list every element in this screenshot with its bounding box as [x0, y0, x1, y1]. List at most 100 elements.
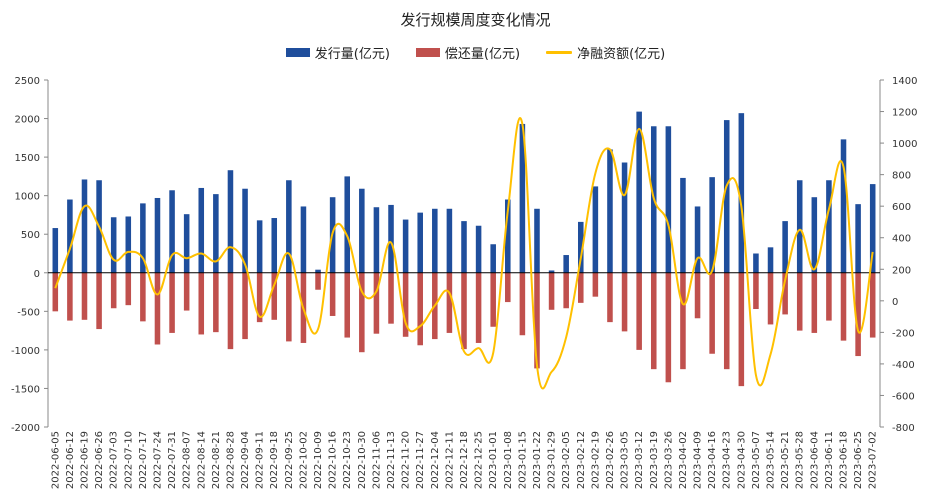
bar-repayment: [388, 272, 394, 324]
y-left-tick-label: -2000: [11, 423, 40, 434]
bar-issuance: [183, 214, 190, 273]
x-tick-label: 2022-08-21: [211, 431, 222, 489]
bar-repayment: [680, 272, 686, 370]
bar-issuance: [796, 180, 803, 273]
x-tick-label: 2023-06-11: [824, 431, 835, 489]
bar-repayment: [81, 272, 88, 320]
y-left-tick-label: 0: [34, 269, 40, 280]
bar-issuance: [286, 180, 292, 273]
legend-item-net-financing: 净融资额(亿元): [546, 43, 665, 62]
y-right-tick-label: 600: [892, 202, 911, 213]
x-tick-label: 2022-11-06: [371, 431, 382, 489]
bar-repayment: [840, 272, 847, 341]
x-tick-label: 2023-02-05: [561, 431, 572, 489]
bar-repayment: [855, 272, 861, 357]
legend-label-repayment: 偿还量(亿元): [444, 47, 521, 62]
bar-repayment: [636, 272, 642, 350]
legend-swatch-net-financing: [546, 51, 573, 54]
bar-repayment: [213, 272, 219, 333]
x-tick-label: 2022-07-31: [167, 431, 178, 489]
x-tick-label: 2023-04-09: [693, 431, 704, 489]
x-tick-label: 2022-12-25: [474, 431, 485, 489]
y-right-tick-label: -600: [892, 391, 915, 402]
bar-issuance: [154, 197, 161, 273]
legend-item-repayment: 偿还量(亿元): [415, 43, 521, 62]
bar-issuance: [826, 180, 832, 273]
bar-issuance: [665, 126, 672, 273]
bar-issuance: [636, 111, 642, 273]
bar-repayment: [286, 272, 292, 342]
line-net-financing: [54, 117, 874, 390]
bar-issuance: [227, 170, 234, 273]
x-tick-label: 2022-08-07: [182, 431, 193, 489]
x-tick-label: 2022-07-24: [153, 431, 164, 489]
bar-repayment: [782, 272, 788, 315]
x-tick-label: 2023-03-12: [634, 431, 645, 489]
bar-issuance: [723, 120, 730, 273]
y-left-tick-label: 1000: [15, 192, 40, 203]
x-tick-label: 2023-03-26: [663, 431, 674, 489]
bar-repayment: [607, 272, 613, 323]
legend-item-issuance: 发行量(亿元): [285, 43, 390, 62]
chart-title: 发行规模周度变化情况: [400, 11, 551, 29]
bar-repayment: [110, 272, 117, 309]
y-left-tick-label: 2500: [15, 76, 40, 87]
bar-issuance: [140, 203, 146, 273]
x-tick-label: 2022-07-03: [109, 431, 120, 489]
bar-repayment: [242, 272, 248, 340]
x-tick-label: 2022-06-12: [65, 431, 76, 489]
bar-repayment: [359, 272, 365, 353]
x-tick-label: 2023-05-14: [766, 431, 777, 489]
y-left-tick-label: 2000: [15, 115, 40, 126]
x-tick-label: 2022-06-26: [94, 431, 105, 489]
bar-repayment: [315, 272, 321, 290]
bar-issuance: [461, 221, 467, 273]
bar-issuance: [767, 247, 774, 273]
x-tick-label: 2023-03-19: [649, 431, 660, 489]
bar-repayment: [738, 272, 745, 387]
bar-issuance: [110, 217, 117, 273]
bar-repayment: [753, 272, 759, 310]
bar-issuance: [52, 228, 59, 273]
bar-repayment: [577, 272, 584, 303]
x-tick-label: 2022-11-20: [401, 431, 412, 489]
legend-swatch-issuance: [285, 48, 310, 57]
bar-issuance: [242, 188, 248, 273]
x-tick-label: 2023-05-07: [751, 431, 762, 489]
bar-repayment: [169, 272, 175, 333]
bar-issuance: [621, 162, 628, 273]
x-tick-label: 2023-04-23: [722, 431, 733, 489]
x-tick-label: 2022-10-30: [357, 431, 368, 489]
y-left-tick-label: -500: [17, 307, 40, 318]
x-tick-label: 2022-08-28: [226, 431, 237, 489]
x-tick-label: 2022-09-11: [255, 431, 266, 489]
bar-issuance: [81, 179, 88, 273]
y-left-tick-label: 500: [21, 230, 40, 241]
bar-issuance: [519, 123, 526, 273]
bar-repayment: [650, 272, 657, 370]
y-right-tick-label: 800: [892, 171, 911, 182]
bar-repayment: [461, 272, 467, 350]
legend-label-issuance: 发行量(亿元): [314, 47, 390, 62]
bar-issuance: [869, 184, 876, 273]
x-tick-label: 2022-09-25: [284, 431, 295, 489]
bar-repayment: [67, 272, 73, 321]
bar-repayment: [256, 272, 263, 323]
bar-repayment: [709, 272, 715, 354]
bar-issuance: [490, 244, 496, 273]
bar-issuance: [432, 208, 438, 273]
x-tick-label: 2023-02-19: [590, 431, 601, 489]
x-tick-label: 2023-06-04: [809, 431, 820, 489]
bar-issuance: [402, 219, 409, 273]
bar-issuance: [548, 270, 555, 273]
bar-issuance: [256, 220, 263, 273]
y-right-tick-label: -800: [892, 423, 915, 434]
x-tick-label: 2023-04-30: [736, 431, 747, 489]
bar-repayment: [52, 272, 59, 312]
legend-swatch-repayment: [415, 48, 440, 57]
y-right-tick-label: 200: [892, 265, 911, 276]
bar-issuance: [446, 208, 453, 273]
x-tick-label: 2023-04-02: [678, 431, 689, 489]
bar-repayment: [519, 272, 526, 336]
